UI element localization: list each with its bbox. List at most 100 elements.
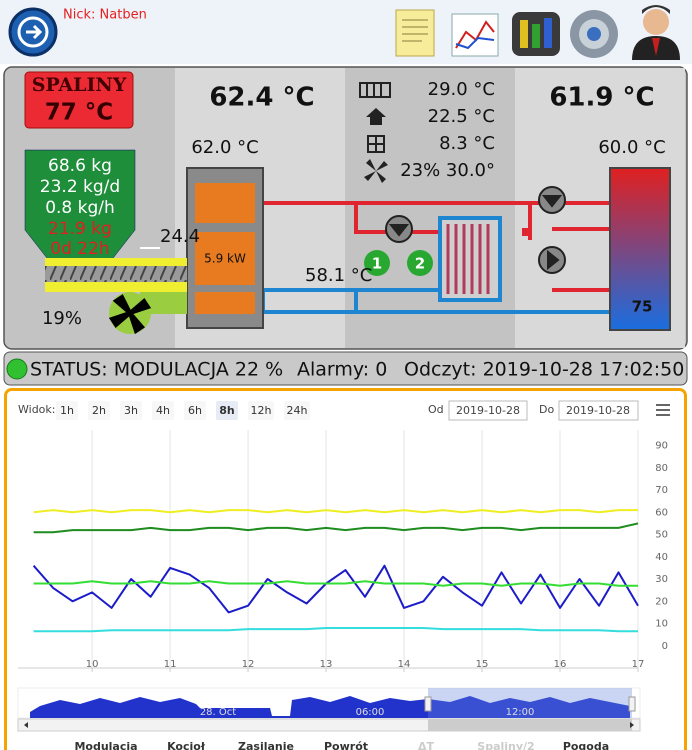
range-button[interactable] (184, 401, 206, 420)
range-label: 12h (251, 404, 272, 417)
x-tick-label: 14 (398, 659, 411, 670)
air-duct (140, 292, 187, 314)
boiler-temp: 62.4 °C (209, 83, 314, 113)
y-tick-label: 90 (655, 441, 668, 452)
range-buttons: 1h 2h 3h 4h 6h 8h 12h 24h (56, 401, 310, 420)
return-temp: 58.1 °C (305, 265, 372, 286)
feeder-value: 24.4 (160, 226, 200, 247)
x-tick-label: 10 (86, 659, 99, 670)
fuel-level: 68.6 kg (48, 156, 112, 176)
range-button[interactable] (88, 401, 110, 420)
fuel-remaining: 21.9 kg (48, 219, 112, 239)
x-tick-label: 13 (320, 659, 333, 670)
y-tick-label: 0 (662, 641, 668, 652)
notes-icon[interactable] (395, 9, 435, 57)
range-label: 2h (92, 404, 106, 417)
range-label: 1h (60, 404, 74, 417)
range-button[interactable] (216, 401, 238, 420)
range-button[interactable] (152, 401, 174, 420)
y-tick-label: 20 (655, 596, 668, 607)
room-temp: 22.5 °C (428, 106, 495, 127)
exchanger-coil (446, 224, 490, 294)
logo-button[interactable] (8, 7, 58, 57)
exhaust-box (24, 71, 134, 129)
x-tick-label: 12 (242, 659, 255, 670)
series-line (33, 580, 638, 587)
fan (108, 292, 152, 335)
range-button[interactable] (56, 401, 78, 420)
nick: Nick: Natben (63, 8, 147, 23)
y-tick-label: 70 (655, 485, 668, 496)
navigator (17, 687, 641, 732)
tank-temp: 61.9 °C (549, 83, 654, 113)
settings-icon[interactable] (570, 10, 618, 58)
pump-badge (407, 250, 433, 276)
from-input[interactable] (448, 400, 528, 421)
series-line (33, 509, 638, 514)
status-bar (3, 351, 688, 386)
range-button[interactable] (120, 401, 142, 420)
legend-item[interactable]: Zasilanie (238, 740, 294, 750)
series-line (33, 627, 638, 633)
fan-power: 19% (42, 308, 82, 329)
plot: 10 11 12 13 14 15 16 17 0 10 20 30 40 50 60 70 80 90 (18, 430, 668, 672)
pump-number: 2 (415, 255, 425, 273)
exhaust-label: SPALINY (32, 74, 127, 96)
navigator-label: 12:00 (506, 707, 535, 718)
status-lamp (6, 358, 28, 380)
fuel-time: 0d 22h (50, 239, 109, 259)
legend-item[interactable]: Modulacja (74, 740, 137, 750)
boiler-section (195, 232, 255, 285)
tank (609, 167, 671, 331)
series-line (33, 522, 639, 534)
range-button[interactable] (284, 401, 310, 420)
legend-item[interactable]: Powrót (324, 740, 368, 750)
range-label: 8h (219, 404, 235, 417)
y-tick-label: 40 (655, 552, 668, 563)
range-label: 6h (188, 404, 202, 417)
boiler-section (195, 183, 255, 223)
legend-item[interactable]: Spaliny/2 (477, 740, 534, 750)
radiator-temp: 29.0 °C (428, 79, 495, 100)
chart-icon[interactable] (451, 13, 499, 57)
fan-reading: 23% 30.0° (400, 160, 495, 181)
y-tick-label: 50 (655, 530, 668, 541)
boiler-section (195, 292, 255, 314)
tank-top-temp: 60.0 °C (598, 137, 665, 158)
legend-item[interactable]: ΔT (418, 740, 435, 750)
fuel-daily: 23.2 kg/d (40, 177, 120, 197)
pump-badge (364, 250, 390, 276)
from-label: Od (428, 403, 444, 416)
range-label: 3h (124, 404, 138, 417)
valve (522, 228, 532, 236)
y-tick-label: 30 (655, 574, 668, 585)
legend-item[interactable]: Kocioł (167, 740, 206, 750)
x-tick-label: 17 (632, 659, 645, 670)
navigator-label: 06:00 (356, 707, 385, 718)
boiler-out-temp: 62.0 °C (191, 137, 258, 158)
reading-icons (359, 82, 391, 183)
range-label: 4h (156, 404, 170, 417)
alarms: Alarmy: 0 (297, 359, 387, 381)
pumps (385, 186, 566, 274)
pump-number: 1 (372, 255, 382, 273)
navigator-label: 28. Oct (200, 707, 236, 718)
power: 5.9 kW (204, 252, 246, 266)
range-label: 24h (287, 404, 308, 417)
to-input[interactable] (558, 400, 639, 421)
menu-button[interactable] (656, 404, 670, 416)
exhaust-temp: 77 °C (45, 100, 113, 126)
range-button[interactable] (248, 401, 274, 420)
user-icon[interactable] (632, 5, 680, 60)
x-tick-label: 11 (164, 659, 177, 670)
legend-item[interactable]: Pogoda (563, 740, 609, 750)
status-text: STATUS: MODULACJA 22 % (30, 359, 283, 381)
mixer-icon[interactable] (512, 12, 560, 56)
to-label: Do (539, 403, 554, 416)
to-date: 2019-10-28 (566, 404, 630, 417)
reading-time: Odczyt: 2019-10-28 17:02:50 (404, 359, 684, 381)
outdoor-temp: 8.3 °C (439, 133, 495, 154)
fuel-hourly: 0.8 kg/h (45, 198, 115, 218)
y-tick-label: 10 (655, 619, 668, 630)
